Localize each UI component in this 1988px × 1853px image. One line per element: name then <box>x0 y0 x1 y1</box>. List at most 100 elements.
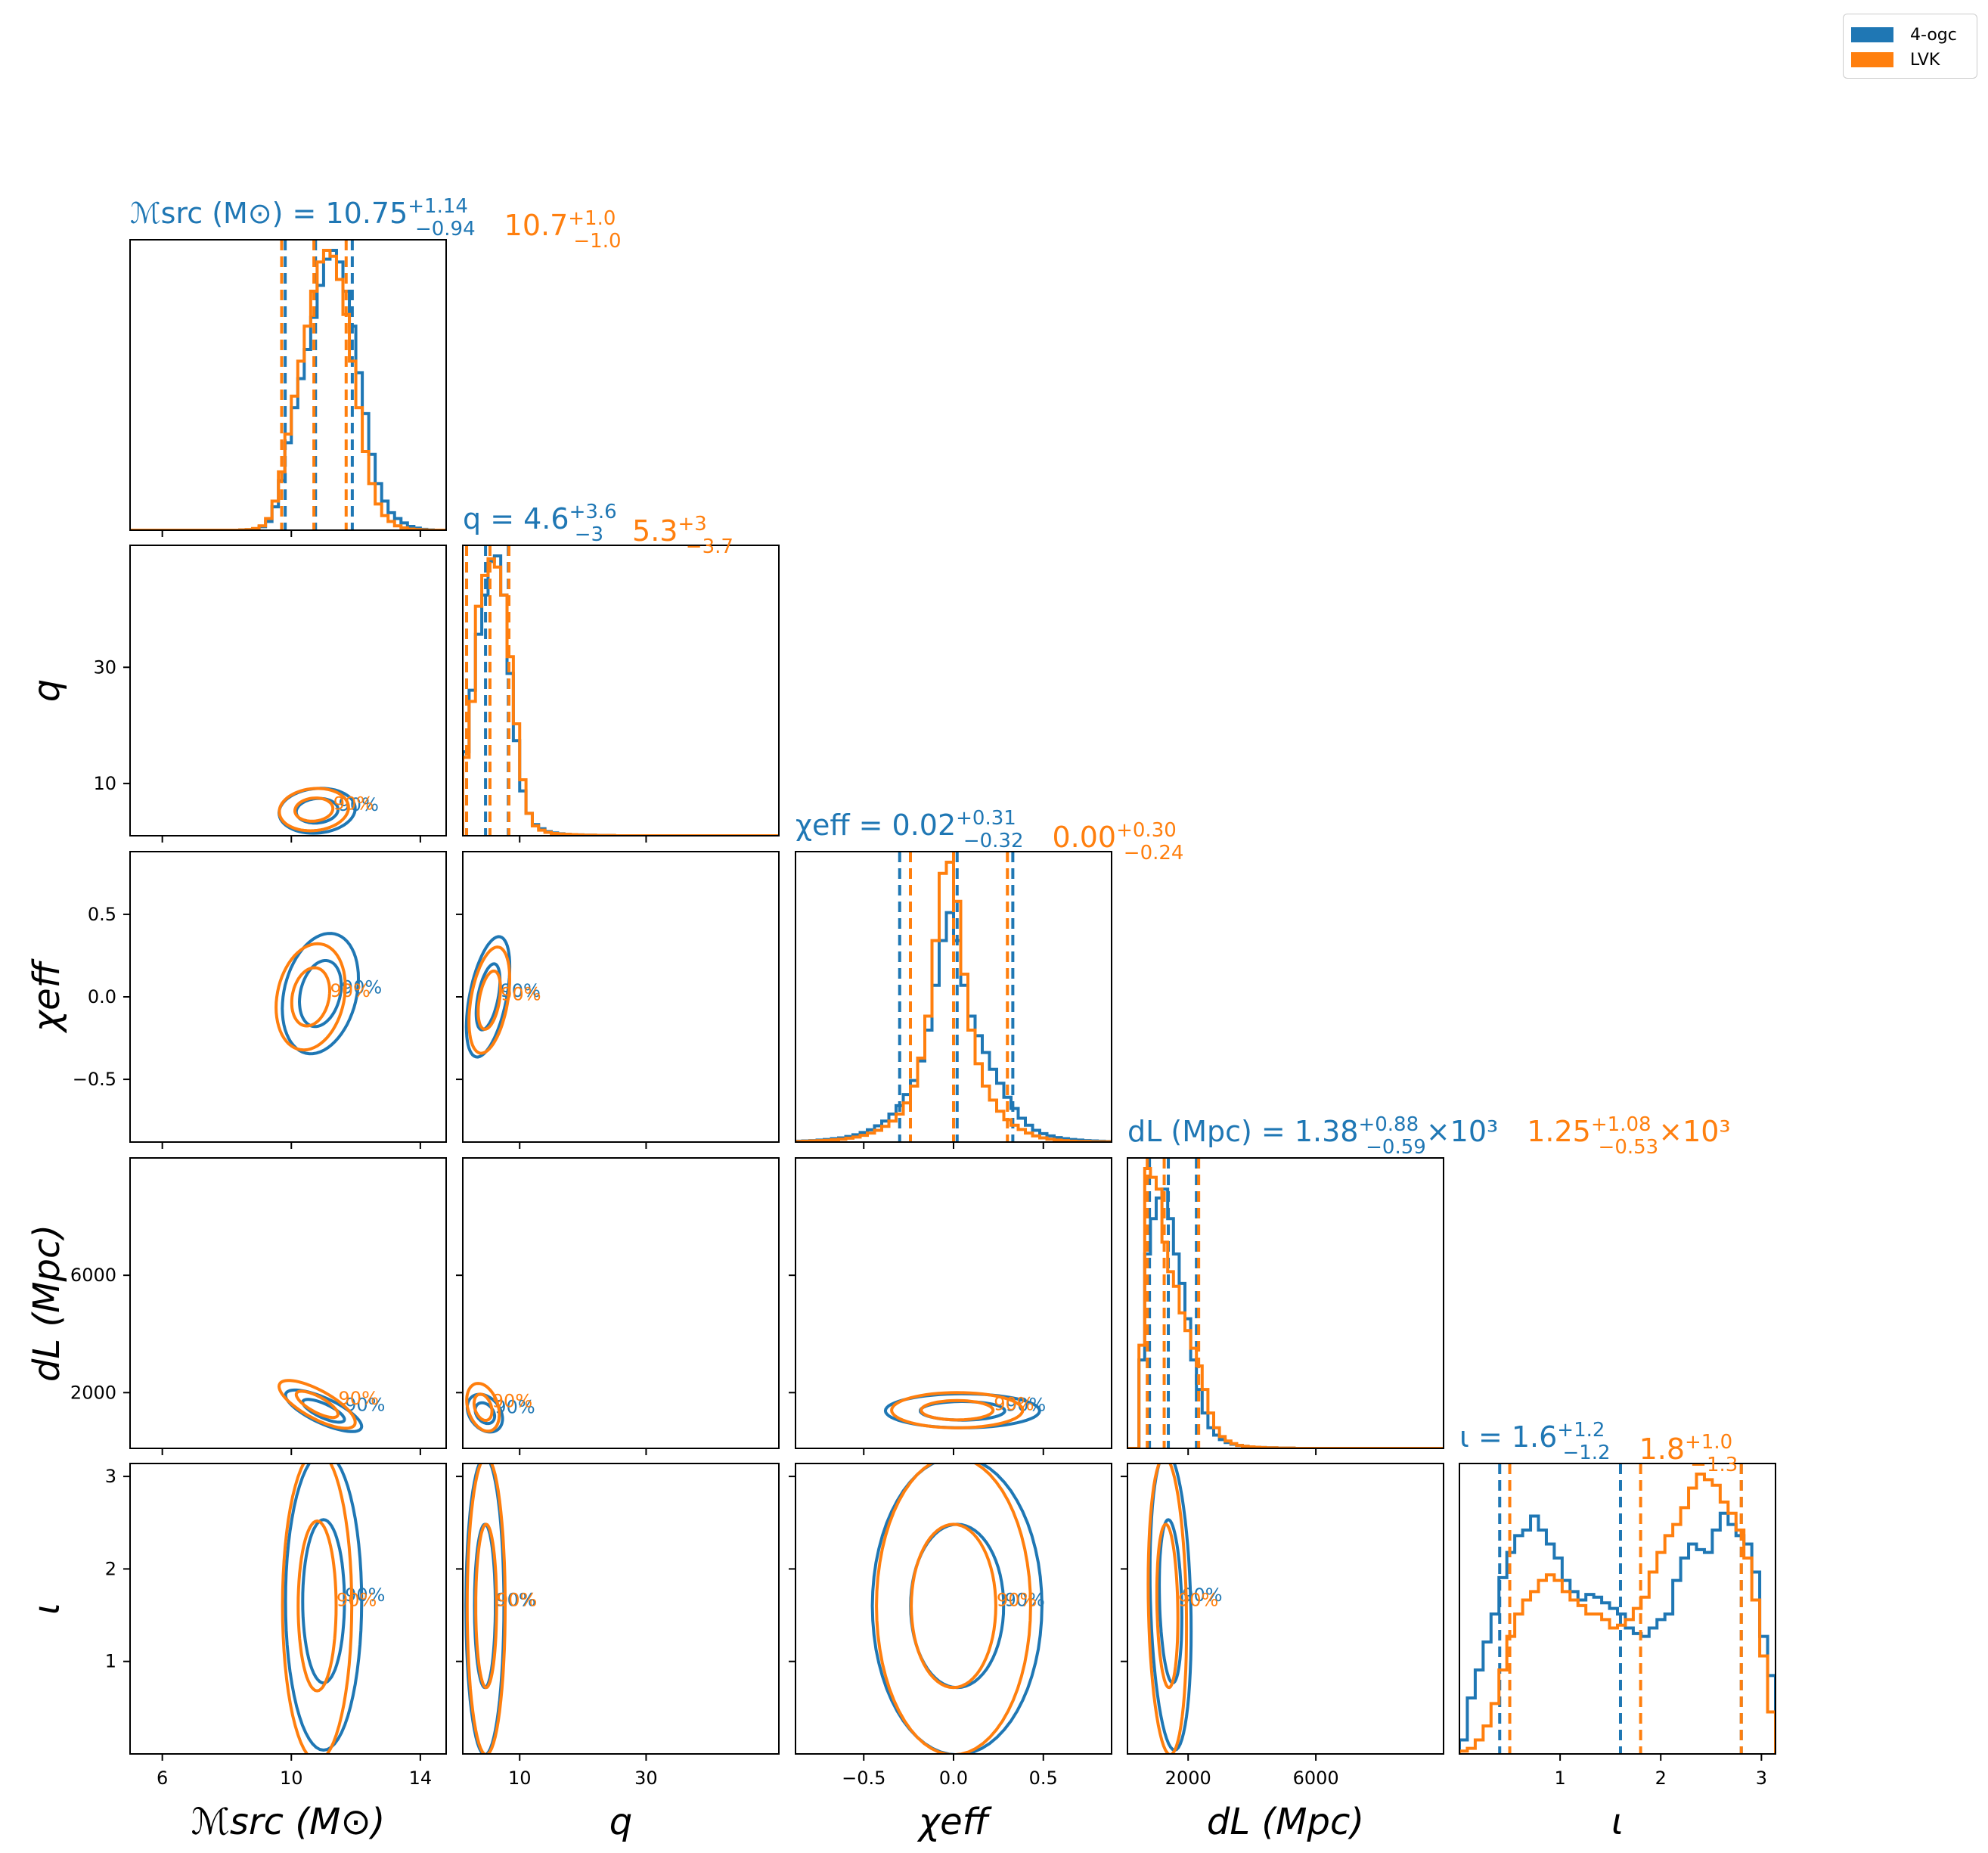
contour-label-q_dL-LVK: 90% <box>492 1391 532 1412</box>
histogram-mchirp-LVK <box>130 249 446 530</box>
contour-dL_iota-4-ogc-90% <box>1148 1463 1193 1752</box>
contour-mchirp_iota-4-ogc-50% <box>301 1518 346 1685</box>
contour-label-chi_eff_dL-LVK: 90% <box>994 1394 1034 1415</box>
legend-label-lvk: LVK <box>1910 50 1940 70</box>
contour-mchirp_chi_eff-4-ogc-90% <box>281 932 361 1056</box>
x-tick-label-mchirp-1: 10 <box>280 1768 303 1789</box>
x-axis-label-mchirp: ℳsrc (M⊙) <box>191 1801 386 1843</box>
histogram-iota-4-ogc <box>1459 1511 1776 1754</box>
title-dL: dL (Mpc) = 1.38+0.88 −0.59×10³ 1.25+1.08−… <box>1127 1113 1731 1159</box>
panel-frame-2-0 <box>129 851 447 1143</box>
y-tick-label-chi_eff-1: 0.0 <box>88 986 116 1007</box>
title-text-mchirp: ℳsrc (M⊙) = 10.75+1.14 −0.94 10.7+1.0 −1.0 <box>130 195 622 253</box>
panel-frame-1-0 <box>129 545 447 836</box>
panel-frame-4-3 <box>1127 1463 1444 1755</box>
contour-panel-chi_eff_dL: 90%90% <box>883 1391 1046 1429</box>
contour-q_dL-LVK-50% <box>472 1392 494 1422</box>
contour-label-mchirp_chi_eff-4-ogc: 90% <box>342 977 382 998</box>
title-text-q: q = 4.6+3.6 −3 5.3+3 −3.7 <box>463 501 733 558</box>
contour-mchirp_dL-LVK-90% <box>277 1379 357 1430</box>
x-axis-label-q: q <box>609 1801 632 1843</box>
contour-panel-chi_eff_iota: 90%90% <box>870 1463 1045 1754</box>
contour-panel-q_dL: 90%90% <box>465 1382 535 1434</box>
legend-label-4-ogc: 4-ogc <box>1910 25 1957 45</box>
x-tick-label-chi_eff-0: −0.5 <box>842 1768 885 1789</box>
x-tick-label-chi_eff-2: 0.5 <box>1029 1768 1058 1789</box>
x-tick-label-iota-0: 1 <box>1554 1768 1565 1789</box>
title-chi_eff: χeff = 0.02+0.31 −0.32 0.00+0.30 −0.24 <box>796 807 1183 864</box>
x-tick-label-dL-1: 6000 <box>1293 1768 1339 1789</box>
histogram-dL-LVK <box>1127 1167 1444 1448</box>
panel-frame-3-2 <box>795 1157 1112 1449</box>
y-tick-label-iota-0: 1 <box>105 1651 116 1672</box>
legend-swatch-4-ogc <box>1851 27 1893 42</box>
contour-mchirp_chi_eff-4-ogc-50% <box>297 959 343 1029</box>
legend-entry-lvk: LVK <box>1851 48 1940 71</box>
hist-panel-iota <box>1459 1463 1776 1754</box>
y-axis-label-q: q <box>26 679 68 702</box>
title-text-iota: ι = 1.6+1.2 −1.2 1.8+1.0 −1.3 <box>1459 1419 1738 1476</box>
panel-frame-1-1 <box>462 545 780 836</box>
contour-label-mchirp_chi_eff-LVK: 90% <box>330 980 370 1001</box>
legend-entry-4-ogc: 4-ogc <box>1851 23 1957 46</box>
title-q: q = 4.6+3.6 −3 5.3+3 −3.7 <box>463 501 733 558</box>
contour-mchirp_dL-LVK-50% <box>294 1389 340 1420</box>
panel-frame-4-4 <box>1459 1463 1776 1755</box>
x-tick-label-mchirp-2: 14 <box>409 1768 433 1789</box>
contour-label-mchirp_q-LVK: 90% <box>333 793 374 814</box>
contour-label-chi_eff_iota-4-ogc: 90% <box>1004 1589 1044 1610</box>
histogram-mchirp-4-ogc <box>130 249 446 530</box>
contour-q_dL-LVK-90% <box>465 1382 501 1433</box>
contour-panel-mchirp_dL: 90%90% <box>277 1379 385 1433</box>
y-tick-label-q-0: 10 <box>93 773 116 794</box>
title-text-chi_eff: χeff = 0.02+0.31 −0.32 0.00+0.30 −0.24 <box>796 807 1183 864</box>
contour-mchirp_dL-4-ogc-90% <box>284 1388 364 1433</box>
legend: 4-ogc LVK <box>1843 14 1977 79</box>
x-tick-label-q-1: 30 <box>634 1768 658 1789</box>
title-mchirp: ℳsrc (M⊙) = 10.75+1.14 −0.94 10.7+1.0 −1.0 <box>130 195 622 253</box>
contour-label-mchirp_iota-LVK: 90% <box>337 1589 377 1610</box>
x-axis-label-iota: ι <box>1611 1801 1624 1843</box>
panel-frame-3-1 <box>462 1157 780 1449</box>
histogram-chi_eff-LVK <box>796 861 1112 1142</box>
panel-frame-0-0 <box>129 239 447 531</box>
legend-swatch-lvk <box>1851 52 1893 67</box>
contour-q_chi_eff-4-ogc-90% <box>464 935 512 1059</box>
contour-panel-dL_iota: 90%90% <box>1146 1463 1223 1754</box>
contour-panel-mchirp_iota: 90%90% <box>281 1463 385 1754</box>
contour-label-q_dL-4-ogc: 90% <box>495 1396 535 1417</box>
contour-dL_iota-LVK-50% <box>1155 1522 1180 1690</box>
contour-label-q_iota-LVK: 90% <box>497 1589 537 1610</box>
contour-label-q_chi_eff-LVK: 90% <box>501 983 541 1004</box>
contour-chi_eff_iota-LVK-50% <box>910 1522 997 1690</box>
contour-dL_iota-LVK-90% <box>1146 1463 1189 1754</box>
x-tick-label-mchirp-0: 6 <box>157 1768 168 1789</box>
y-tick-label-dL-0: 2000 <box>70 1382 116 1403</box>
hist-panel-chi_eff <box>796 852 1112 1142</box>
histogram-q-LVK <box>463 557 779 836</box>
hist-panel-dL <box>1127 1158 1444 1448</box>
contour-panel-q_chi_eff: 90%90% <box>464 935 541 1059</box>
contour-q_iota-LVK-50% <box>474 1522 498 1690</box>
x-tick-label-chi_eff-1: 0.0 <box>939 1768 968 1789</box>
y-tick-label-q-1: 30 <box>93 656 116 678</box>
title-text-dL: dL (Mpc) = 1.38+0.88 −0.59×10³ 1.25+1.08−… <box>1127 1113 1731 1159</box>
x-axis-label-chi_eff: χeff <box>916 1801 993 1843</box>
contour-label-dL_iota-LVK: 90% <box>1178 1589 1218 1610</box>
hist-panel-mchirp <box>130 240 446 530</box>
contour-q_chi_eff-4-ogc-50% <box>474 962 502 1032</box>
panel-frame-4-0 <box>129 1463 447 1755</box>
hist-panel-q <box>463 545 779 836</box>
y-tick-label-iota-1: 2 <box>105 1558 116 1579</box>
y-tick-label-dL-1: 6000 <box>70 1265 116 1286</box>
contour-mchirp_iota-LVK-90% <box>281 1463 354 1754</box>
contour-mchirp_iota-LVK-50% <box>296 1519 338 1693</box>
y-tick-label-chi_eff-2: 0.5 <box>88 904 116 925</box>
contour-chi_eff_dL-LVK-90% <box>890 1391 1025 1429</box>
contour-mchirp_iota-4-ogc-90% <box>284 1463 364 1752</box>
contour-label-mchirp_dL-LVK: 90% <box>339 1388 379 1409</box>
contour-chi_eff_dL-LVK-50% <box>920 1398 995 1422</box>
y-axis-label-dL: dL (Mpc) <box>26 1224 68 1382</box>
x-tick-label-iota-2: 3 <box>1756 1768 1767 1789</box>
